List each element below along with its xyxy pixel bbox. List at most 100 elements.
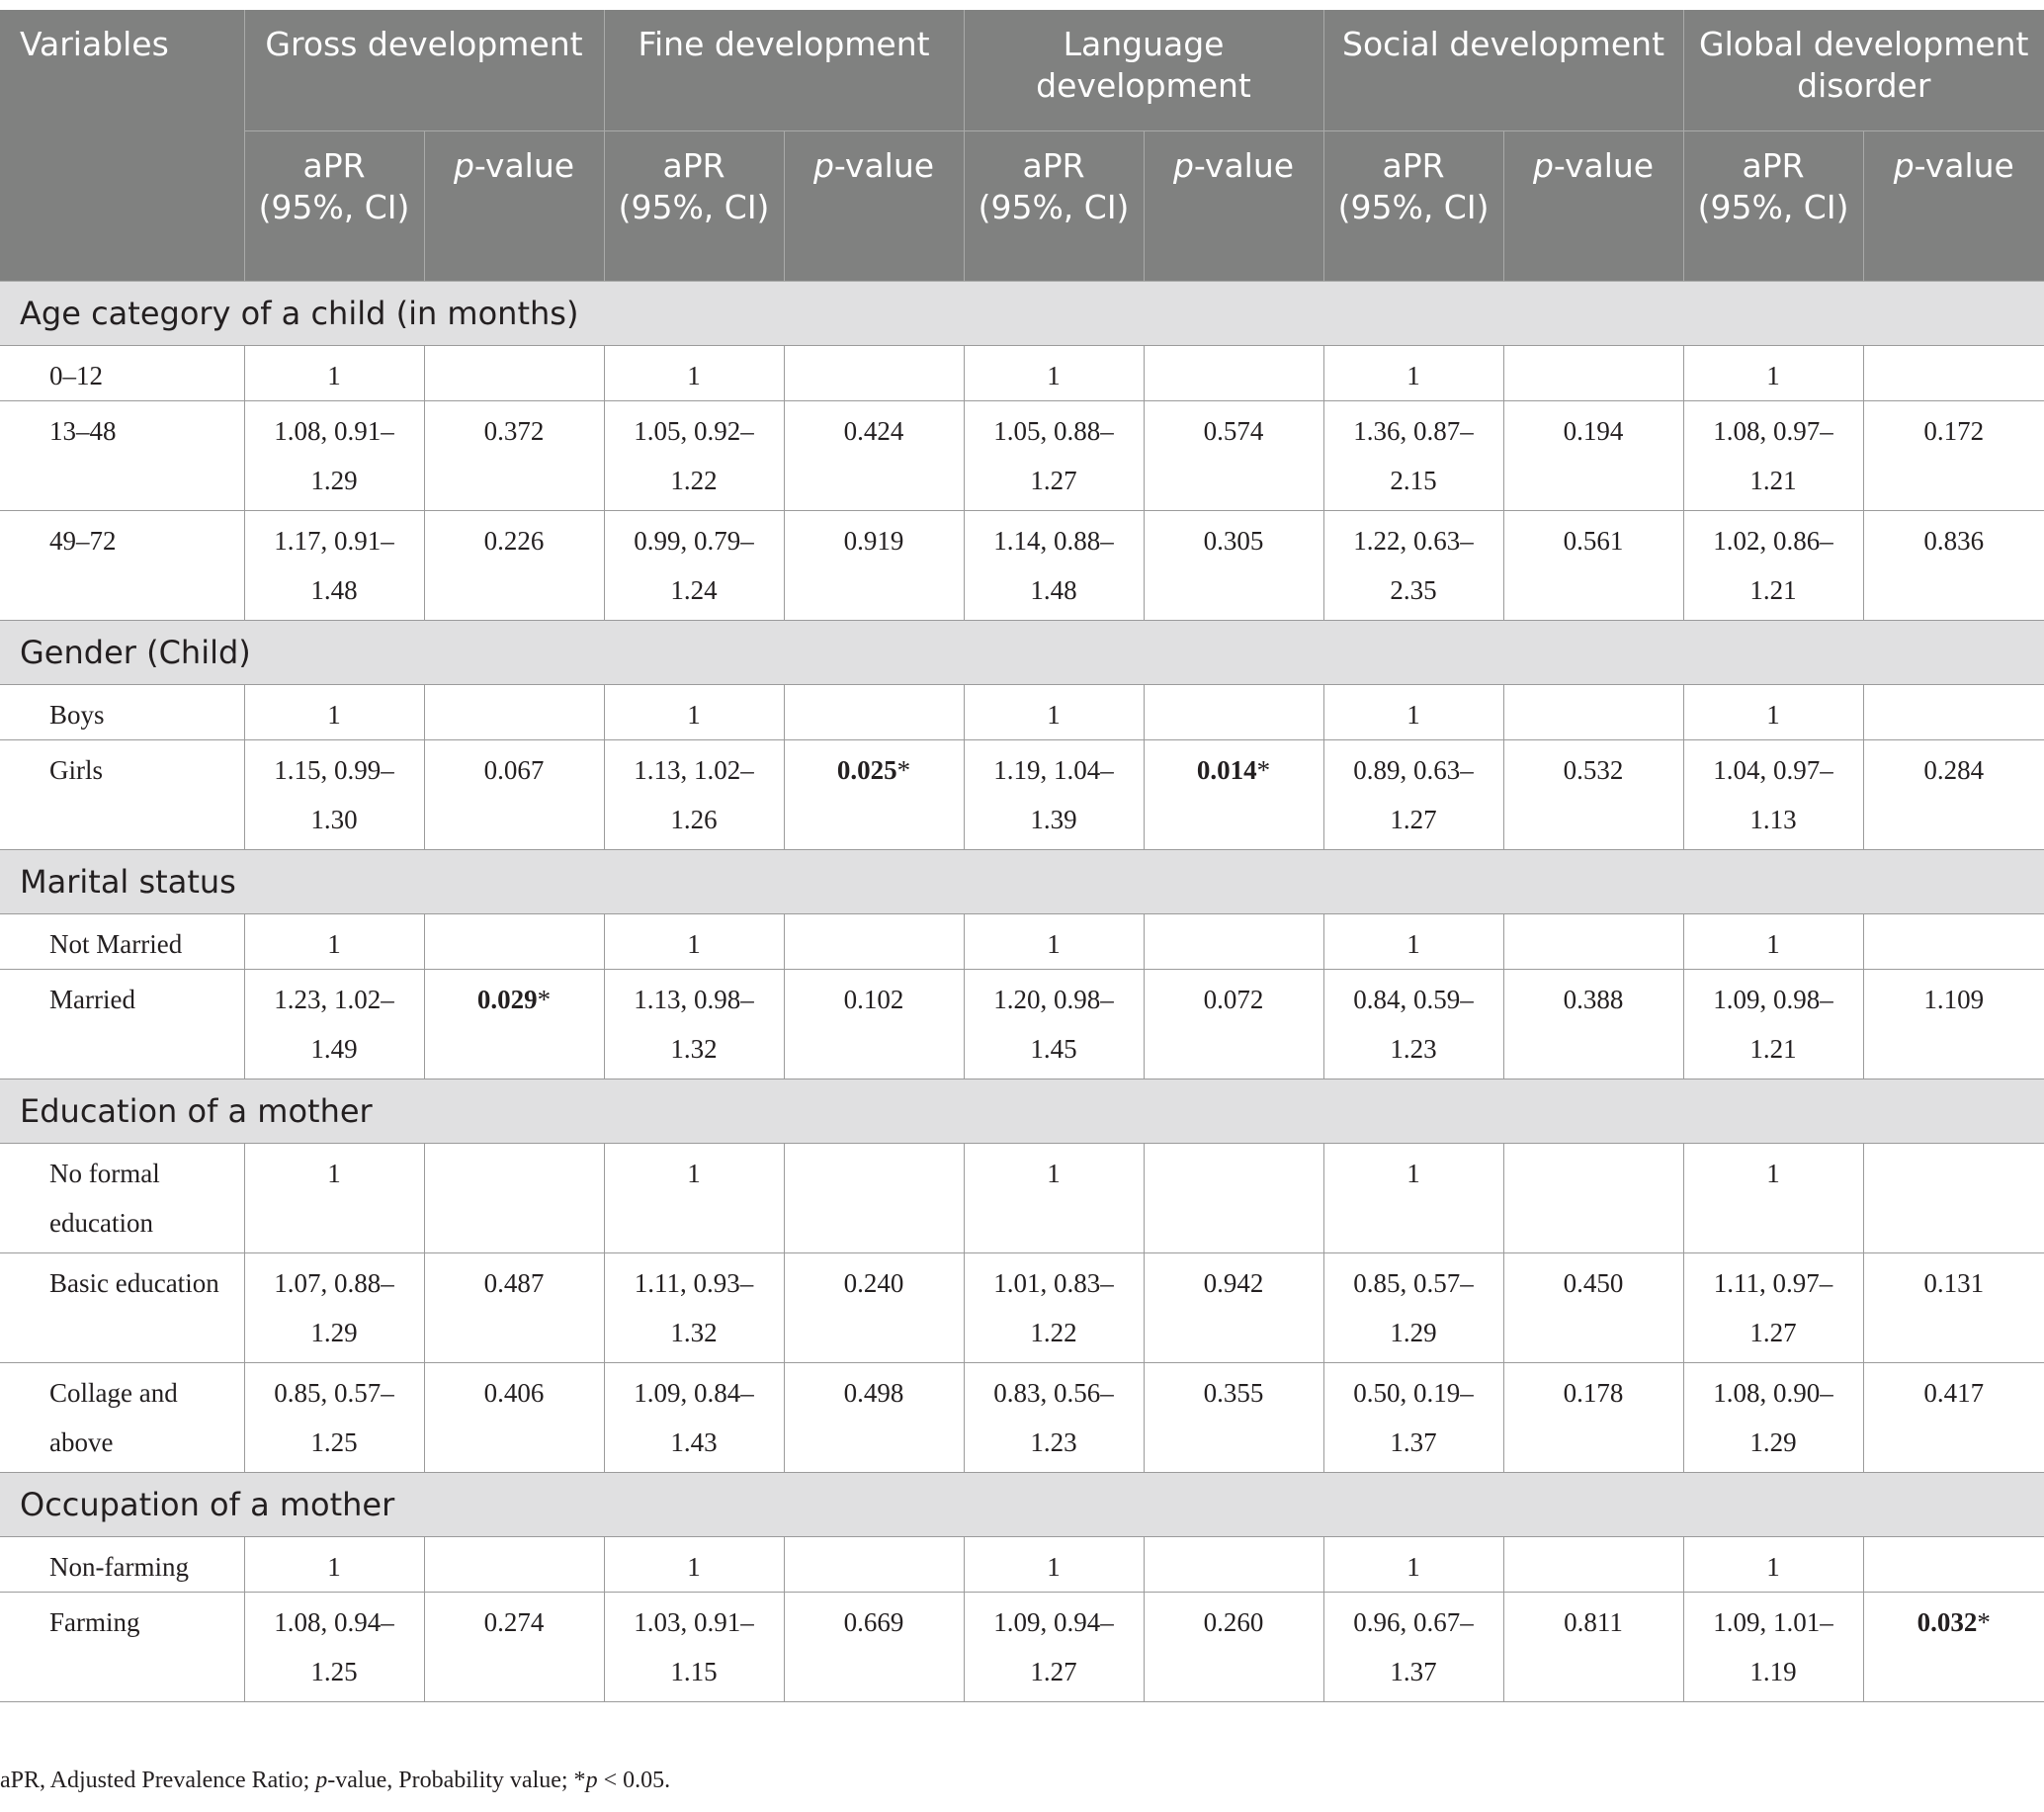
p-value-cell xyxy=(424,1536,605,1593)
significance-asterisk: * xyxy=(896,754,911,785)
apr-ci-cell: 1.23, 1.02–1.49 xyxy=(244,969,425,1079)
p-value-cell: 0.029* xyxy=(424,969,605,1079)
p-value-cell xyxy=(1863,684,2044,740)
p-value-cell xyxy=(1144,345,1324,401)
apr-ci-cell: 1 xyxy=(1323,684,1504,740)
table-row: Married 1.23, 1.02–1.49 0.029* 1.13, 0.98–1… xyxy=(0,969,2044,1079)
p-value-cell xyxy=(784,1143,965,1253)
row-label: Basic education xyxy=(0,1252,245,1363)
subheader-p-italic: p xyxy=(812,145,834,185)
section-row: Marital status xyxy=(0,849,2044,914)
row-label: No formal education xyxy=(0,1143,245,1253)
apr-ci-cell: 1 xyxy=(244,1143,425,1253)
apr-ci-cell: 1.13, 1.02–1.26 xyxy=(604,739,785,850)
apr-ci-cell: 1 xyxy=(604,913,785,970)
apr-ci-cell: 1 xyxy=(964,1536,1145,1593)
table-row: Not Married 1 1 1 1 1 xyxy=(0,913,2044,970)
apr-ci-cell: 1 xyxy=(1683,345,1864,401)
apr-ci-cell: 1 xyxy=(1683,1143,1864,1253)
subheader-row: aPR (95%, CI) p-value aPR (95%, CI) p-value… xyxy=(0,130,2044,282)
apr-ci-cell: 0.83, 0.56–1.23 xyxy=(964,1362,1145,1473)
row-label: 49–72 xyxy=(0,510,245,621)
apr-ci-cell: 0.99, 0.79–1.24 xyxy=(604,510,785,621)
apr-ci-cell: 1 xyxy=(964,684,1145,740)
table-row: Girls 1.15, 0.99–1.30 0.067 1.13, 1.02–1.26… xyxy=(0,739,2044,850)
apr-ci-cell: 1 xyxy=(244,345,425,401)
row-label: Married xyxy=(0,969,245,1079)
apr-ci-cell: 1.08, 0.91–1.29 xyxy=(244,400,425,511)
apr-ci-cell: 1 xyxy=(1323,913,1504,970)
section-title: Age category of a child (in months) xyxy=(0,281,2044,346)
table-footnote: aPR, Adjusted Prevalence Ratio; p-value,… xyxy=(0,1768,670,1794)
subheader-apr: aPR (95%, CI) xyxy=(1683,130,1864,282)
row-label: Non-farming xyxy=(0,1536,245,1593)
table-row: Boys 1 1 1 1 1 xyxy=(0,684,2044,740)
p-value-cell: 0.226 xyxy=(424,510,605,621)
apr-ci-cell: 1.05, 0.88–1.27 xyxy=(964,400,1145,511)
apr-ci-cell: 0.89, 0.63–1.27 xyxy=(1323,739,1504,850)
apr-ci-cell: 1 xyxy=(964,1143,1145,1253)
significant-p-value: 0.029 xyxy=(476,984,538,1014)
p-value-cell: 0.172 xyxy=(1863,400,2044,511)
apr-ci-cell: 0.85, 0.57–1.25 xyxy=(244,1362,425,1473)
p-value-cell: 0.388 xyxy=(1503,969,1684,1079)
p-value-cell xyxy=(1144,1536,1324,1593)
p-value-cell: 0.424 xyxy=(784,400,965,511)
p-value-cell: 0.025* xyxy=(784,739,965,850)
p-value-cell xyxy=(1144,1143,1324,1253)
p-value-cell: 0.450 xyxy=(1503,1252,1684,1363)
p-value-cell xyxy=(784,345,965,401)
p-value-cell: 0.406 xyxy=(424,1362,605,1473)
subheader-p-italic: p xyxy=(1172,145,1194,185)
table-header: Variables Gross development Fine develop… xyxy=(0,10,2044,282)
apr-ci-cell: 1.14, 0.88–1.48 xyxy=(964,510,1145,621)
apr-ci-cell: 1 xyxy=(604,1536,785,1593)
p-value-cell: 0.131 xyxy=(1863,1252,2044,1363)
p-value-cell xyxy=(784,684,965,740)
table-row: Non-farming 1 1 1 1 1 xyxy=(0,1536,2044,1593)
p-value-cell: 0.942 xyxy=(1144,1252,1324,1363)
p-value-cell: 0.240 xyxy=(784,1252,965,1363)
apr-ci-cell: 1.08, 0.90–1.29 xyxy=(1683,1362,1864,1473)
apr-ci-cell: 1 xyxy=(1683,913,1864,970)
significant-p-value: 0.014 xyxy=(1196,754,1257,785)
section-row: Age category of a child (in months) xyxy=(0,281,2044,346)
group-header-fine: Fine development xyxy=(604,10,965,131)
row-label: Not Married xyxy=(0,913,245,970)
apr-ci-cell: 1.05, 0.92–1.22 xyxy=(604,400,785,511)
significance-asterisk: * xyxy=(537,984,552,1014)
row-label: Girls xyxy=(0,739,245,850)
apr-ci-cell: 1 xyxy=(964,345,1145,401)
table-row: Farming 1.08, 0.94–1.25 0.274 1.03, 0.91–1.… xyxy=(0,1592,2044,1702)
section-row: Occupation of a mother xyxy=(0,1472,2044,1537)
apr-ci-cell: 1 xyxy=(1683,1536,1864,1593)
p-value-cell xyxy=(1503,1143,1684,1253)
apr-ci-cell: 1 xyxy=(964,913,1145,970)
p-value-cell: 1.109 xyxy=(1863,969,2044,1079)
subheader-p-italic: p xyxy=(453,145,474,185)
apr-ci-cell: 1.04, 0.97–1.13 xyxy=(1683,739,1864,850)
subheader-p-value: p-value xyxy=(1503,130,1684,282)
apr-ci-cell: 1.09, 1.01–1.19 xyxy=(1683,1592,1864,1702)
table-body: Age category of a child (in months) 0–12 1… xyxy=(0,281,2044,1702)
apr-ci-cell: 1 xyxy=(1683,684,1864,740)
p-value-cell xyxy=(1144,684,1324,740)
footnote-p-italic-2: p xyxy=(585,1768,598,1793)
p-value-cell xyxy=(1863,1536,2044,1593)
apr-ci-cell: 1.17, 0.91–1.48 xyxy=(244,510,425,621)
apr-ci-cell: 1 xyxy=(1323,1536,1504,1593)
apr-ci-cell: 1.13, 0.98–1.32 xyxy=(604,969,785,1079)
apr-ci-cell: 1.07, 0.88–1.29 xyxy=(244,1252,425,1363)
subheader-apr: aPR (95%, CI) xyxy=(964,130,1145,282)
row-label: Collage and above xyxy=(0,1362,245,1473)
p-value-cell: 0.194 xyxy=(1503,400,1684,511)
p-value-cell: 0.305 xyxy=(1144,510,1324,621)
apr-ci-cell: 1.09, 0.98–1.21 xyxy=(1683,969,1864,1079)
p-value-cell: 0.178 xyxy=(1503,1362,1684,1473)
p-value-cell: 0.532 xyxy=(1503,739,1684,850)
subheader-p-value: p-value xyxy=(784,130,965,282)
p-value-cell xyxy=(424,684,605,740)
significance-asterisk: * xyxy=(1977,1606,1991,1637)
p-value-cell: 0.669 xyxy=(784,1592,965,1702)
footnote-part1: aPR, Adjusted Prevalence Ratio; xyxy=(0,1768,316,1793)
